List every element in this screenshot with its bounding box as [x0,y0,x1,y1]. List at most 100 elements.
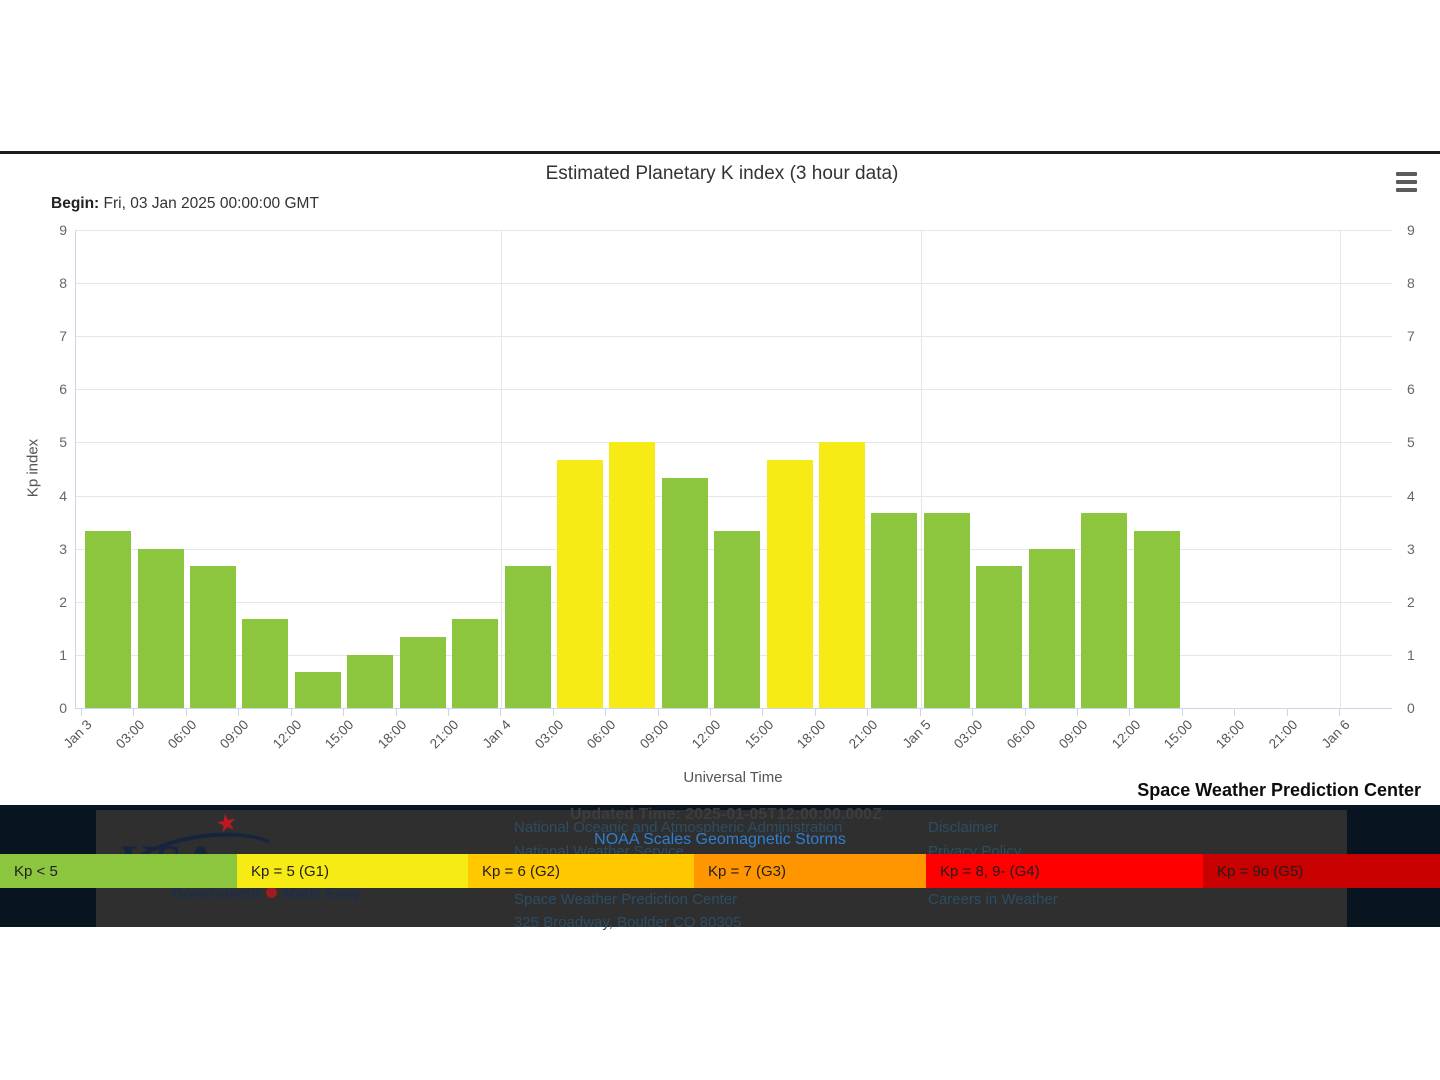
footer-link-disclaimer[interactable]: Disclaimer [928,819,999,836]
footer-link-careers[interactable]: Careers in Weather [928,891,1058,908]
kp-bar[interactable] [1133,531,1180,708]
y-axis-tick-label-right: 9 [1407,222,1415,238]
kp-bar[interactable] [976,566,1023,708]
x-axis-tick-mark [81,709,82,716]
kp-bar[interactable] [504,566,551,708]
x-axis-tick-mark [290,709,292,716]
kp-bar[interactable] [85,531,132,708]
y-axis-tick-label: 6 [59,381,67,398]
x-axis-title: Universal Time [683,769,783,786]
y-axis-tick-label: 0 [59,700,67,716]
x-axis-tick-mark [605,709,607,716]
updated-time-text: Updated Time: 2025-01-05T12:00:00.000Z [570,806,882,823]
grid-line-horizontal [76,336,1392,338]
x-axis-tick-mark [1339,709,1340,716]
menu-bar [1396,188,1417,192]
begin-value: Fri, 03 Jan 2025 00:00:00 GMT [99,195,319,212]
y-axis-tick-label-right: 4 [1407,487,1415,504]
x-axis-tick-mark [1129,709,1131,716]
x-axis-tick-mark [1024,709,1026,716]
chart-title: Estimated Planetary K index (3 hour data… [545,163,899,184]
x-axis-tick-mark [552,709,554,716]
kp-bar[interactable] [766,459,813,708]
y-axis-tick-label-right: 2 [1407,593,1415,610]
x-axis-tick-mark [133,709,135,716]
y-axis-tick-label-right: 7 [1407,328,1415,345]
grid-line-vertical [920,230,922,708]
legend-segment: Kp < 5 [0,854,237,888]
menu-bar [1396,180,1417,184]
y-axis-tick-label: 3 [59,540,67,557]
kp-bar[interactable] [294,672,341,708]
x-axis-tick-mark [1076,709,1078,716]
x-axis-tick-mark [343,709,345,716]
x-axis-tick-mark [1234,709,1236,716]
begin-label: Begin: [51,195,100,212]
noaa-scales-link[interactable]: NOAA Scales Geomagnetic Storms [594,831,846,848]
y-axis-tick-label: 5 [59,434,67,451]
y-axis-tick-label-right: 6 [1407,381,1415,398]
grid-line-vertical [501,230,503,708]
x-axis-tick-mark [238,709,240,716]
kp-bar[interactable] [452,619,499,708]
kp-color-legend: Kp < 5 Kp = 5 (G1) Kp = 6 (G2) Kp = 7 (G3) K… [0,854,1440,888]
kp-bar[interactable] [1028,548,1075,708]
x-axis-tick-mark [185,709,187,716]
x-axis-tick-mark [447,709,449,716]
swpc-credit-text: Space Weather Prediction Center [1137,780,1421,800]
legend-segment: Kp = 5 (G1) [237,854,468,888]
x-axis-tick-mark [867,709,869,716]
footer-swpc-line: Space Weather Prediction Center [514,891,738,908]
footer-noaa-line: National Oceanic and Atmospheric Adminis… [514,819,843,836]
legend-segment: Kp = 8, 9- (G4) [926,854,1203,888]
grid-line-vertical [1340,230,1341,708]
y-axis-tick-label: 2 [59,593,67,610]
grid-line-horizontal [76,283,1392,285]
x-axis-tick-mark [1181,709,1183,716]
usa-gov-tagline-dot-icon [266,887,278,898]
y-axis-tick-label-right: 5 [1407,434,1415,451]
x-axis-tick-mark [500,709,502,716]
hamburger-menu-icon[interactable] [1395,170,1419,194]
x-axis-tick-mark [657,709,659,716]
y-axis-tick-label-right: 3 [1407,540,1415,557]
grid-line-horizontal [76,230,1392,231]
kp-bar[interactable] [137,548,184,708]
y-axis-tick-label-right: 8 [1407,275,1415,292]
y-axis-tick-label-right: 1 [1407,646,1415,663]
kp-bar[interactable] [190,566,237,708]
kp-bar[interactable] [714,531,761,708]
grid-line-horizontal [76,442,1392,444]
x-axis-tick-mark [395,709,397,716]
kp-bar[interactable] [242,619,289,708]
y-axis-tick-label: 1 [59,646,67,663]
kp-bar[interactable] [1081,513,1128,708]
legend-segment: Kp = 7 (G3) [694,854,926,888]
x-axis-tick-mark [814,709,816,716]
x-axis-tick-mark [919,709,921,716]
x-axis-tick-mark [710,709,711,716]
grid-line-horizontal [76,389,1392,391]
kp-bar[interactable] [609,442,656,708]
kp-bar[interactable] [347,654,394,708]
x-axis-tick-mark [1286,709,1288,716]
kp-bar[interactable] [399,637,446,708]
kp-bar[interactable] [661,478,708,708]
kp-bar[interactable] [871,513,918,708]
chart-begin-time: Begin: Fri, 03 Jan 2025 00:00:00 GMT [51,195,319,213]
legend-segment: Kp = 9o (G5) [1203,854,1440,888]
kp-bar[interactable] [923,513,970,708]
menu-bar [1396,172,1417,176]
kp-bar-chart-plot-area [75,230,1392,709]
footer-address-line: 325 Broadway, Boulder CO 80305 [514,914,742,931]
legend-segment: Kp = 6 (G2) [468,854,694,888]
usa-gov-tagline: Government Made Easy [172,885,361,902]
x-axis-tick-mark [972,709,974,716]
y-axis-tick-label: 7 [59,328,67,345]
kp-bar[interactable] [819,442,866,708]
kp-bar[interactable] [556,459,603,708]
y-axis-tick-label: 4 [59,487,67,504]
header-divider [0,151,1440,154]
grid-line-horizontal [76,495,1392,497]
